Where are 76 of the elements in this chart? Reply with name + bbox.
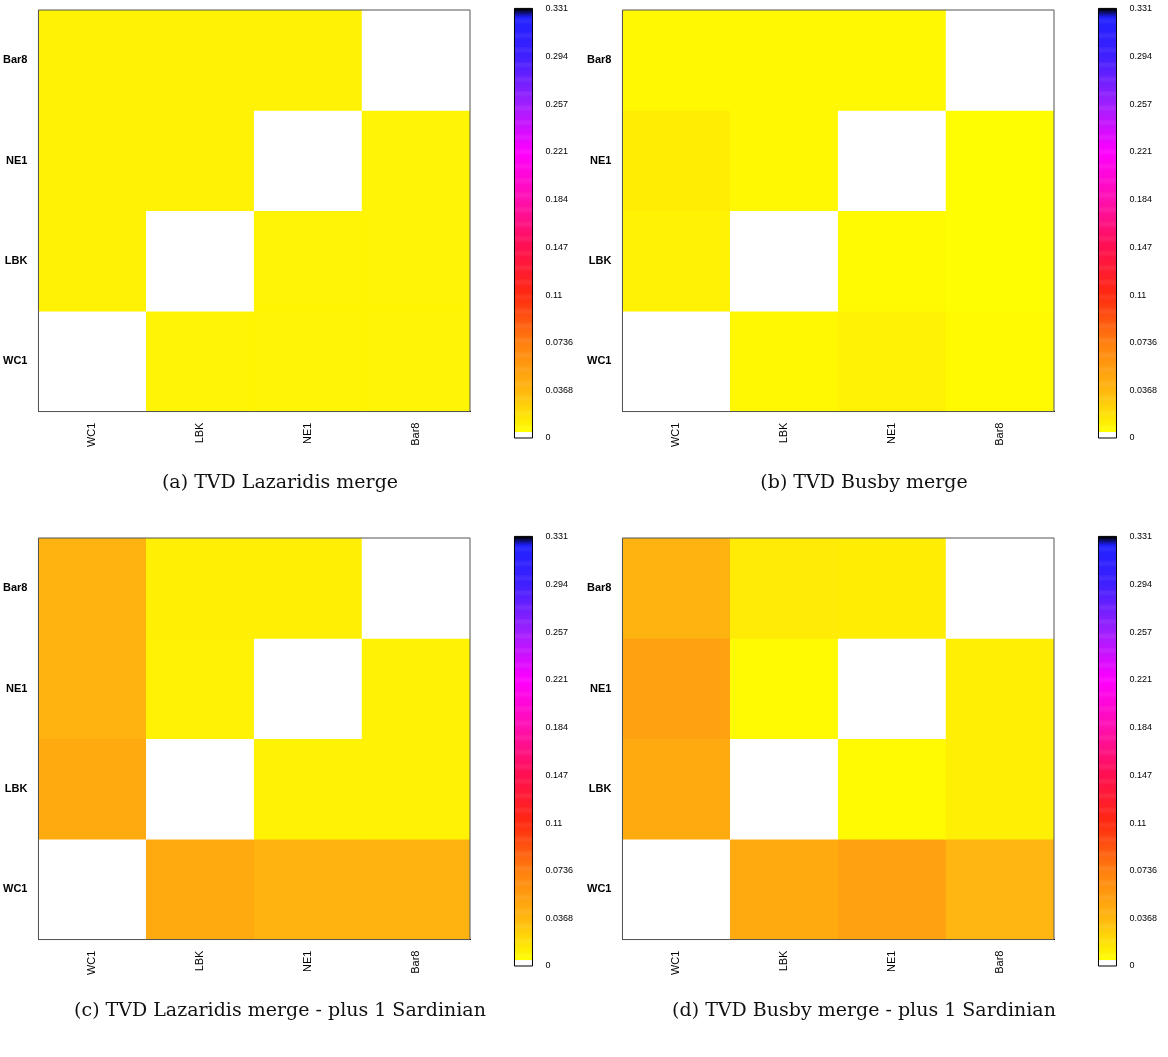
color-bar-label: 0.221 <box>545 145 568 156</box>
color-bar-label: 0.331 <box>1129 2 1152 13</box>
x-tick-label: NE1 <box>301 422 314 444</box>
color-bar-label: 0.221 <box>545 673 568 684</box>
color-bar-label: 0.257 <box>1129 98 1152 109</box>
color-bar-label: 0.184 <box>1129 721 1152 732</box>
x-tick-label: LBK <box>193 949 206 972</box>
color-bar-label: 0.11 <box>1129 817 1147 828</box>
color-bar-label: 0.147 <box>545 241 568 252</box>
color-bar-label: 0.0368 <box>545 384 573 395</box>
color-bar-label: 0.331 <box>1129 530 1152 541</box>
color-bar-label: 0.0736 <box>1129 336 1157 347</box>
x-tick-label: LBK <box>777 421 790 444</box>
color-bar-label: 0.0736 <box>1129 864 1157 875</box>
color-bar-label: 0.294 <box>545 50 568 61</box>
text: (c) TVD Lazaridis merge - plus 1 Sardinian <box>73 998 487 1020</box>
color-bar-label: 0.11 <box>545 817 563 828</box>
y-tick-label: WC1 <box>587 354 612 367</box>
x-tick-label: Bar8 <box>409 950 422 974</box>
color-bar-label: 0.11 <box>545 289 563 300</box>
color-bar-label: 0.294 <box>1129 50 1152 61</box>
y-tick-label: NE1 <box>590 153 612 166</box>
y-tick-label: LBK <box>4 782 28 794</box>
y-tick-label: LBK <box>588 782 612 794</box>
color-bar-label: 0.0368 <box>1129 384 1157 395</box>
y-tick-label: LBK <box>588 254 612 266</box>
x-tick-label: NE1 <box>885 950 898 972</box>
color-bar-label: 0 <box>545 432 551 443</box>
color-bar-label: 0.0736 <box>545 864 573 875</box>
y-tick-label: Bar8 <box>586 581 612 594</box>
text: (a) TVD Lazaridis merge <box>160 470 400 492</box>
y-tick-label: WC1 <box>3 882 28 895</box>
color-bar-label: 0.257 <box>545 626 568 637</box>
color-bar-label: 0.184 <box>545 193 568 204</box>
y-tick-label: NE1 <box>6 681 28 694</box>
y-tick-label: NE1 <box>6 153 28 166</box>
color-bar-label: 0.0368 <box>545 912 573 923</box>
color-bar-label: 0.331 <box>545 530 568 541</box>
y-tick-label: Bar8 <box>586 53 612 66</box>
y-tick-label: WC1 <box>587 882 612 895</box>
color-bar-label: 0.184 <box>545 721 568 732</box>
color-bar-label: 0.294 <box>545 578 568 589</box>
x-tick-label: WC1 <box>669 950 682 976</box>
color-bar-label: 0 <box>1129 960 1135 971</box>
y-tick-label: NE1 <box>590 681 612 694</box>
color-bar-label: 0 <box>1129 432 1135 443</box>
y-tick-label: LBK <box>4 254 28 266</box>
text: (d) TVD Busby merge - plus 1 Sardinian <box>671 998 1057 1020</box>
color-bar-label: 0.11 <box>1129 289 1147 300</box>
x-tick-label: LBK <box>193 421 206 444</box>
x-tick-label: WC1 <box>669 422 682 448</box>
color-bar-label: 0 <box>545 960 551 971</box>
color-bar-label: 0.294 <box>1129 578 1152 589</box>
x-tick-label: NE1 <box>301 950 314 972</box>
x-tick-label: WC1 <box>85 422 98 448</box>
y-tick-label: Bar8 <box>2 53 28 66</box>
x-tick-label: NE1 <box>885 422 898 444</box>
x-tick-label: LBK <box>777 949 790 972</box>
color-bar-label: 0.221 <box>1129 145 1152 156</box>
color-bar-label: 0.257 <box>545 98 568 109</box>
x-tick-label: WC1 <box>85 950 98 976</box>
x-tick-label: Bar8 <box>993 422 1006 446</box>
y-tick-label: WC1 <box>3 354 28 367</box>
text: (b) TVD Busby merge <box>759 470 969 492</box>
y-tick-label: Bar8 <box>2 581 28 594</box>
color-bar-label: 0.0736 <box>545 336 573 347</box>
x-tick-label: Bar8 <box>409 422 422 446</box>
color-bar-label: 0.147 <box>1129 241 1152 252</box>
color-bar-label: 0.147 <box>1129 769 1152 780</box>
x-tick-label: Bar8 <box>993 950 1006 974</box>
color-bar-label: 0.147 <box>545 769 568 780</box>
color-bar-label: 0.257 <box>1129 626 1152 637</box>
color-bar-label: 0.0368 <box>1129 912 1157 923</box>
color-bar-label: 0.221 <box>1129 673 1152 684</box>
color-bar-label: 0.331 <box>545 2 568 13</box>
color-bar-label: 0.184 <box>1129 193 1152 204</box>
